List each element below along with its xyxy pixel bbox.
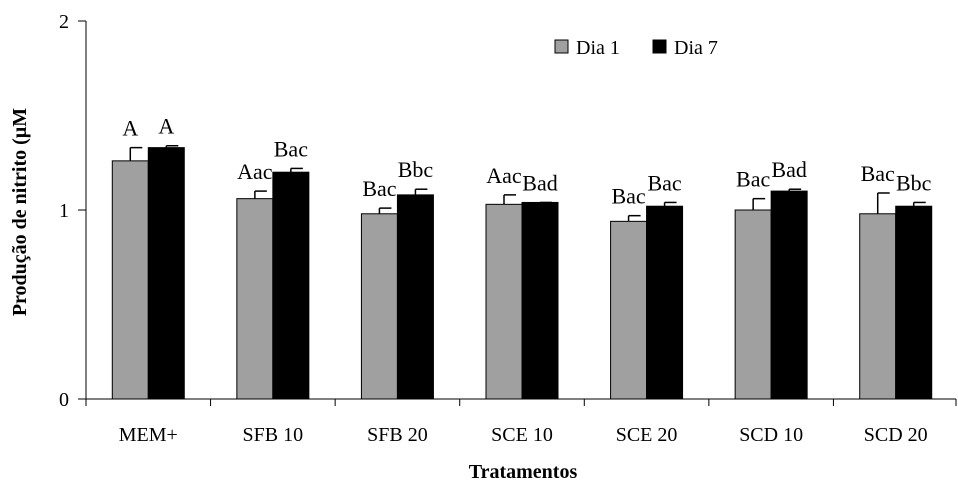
bar-dia7 bbox=[646, 205, 684, 400]
significance-label: Bbc bbox=[896, 170, 932, 195]
bar-dia7 bbox=[396, 194, 434, 400]
x-tick-label: SFB 10 bbox=[243, 424, 304, 446]
significance-label: A bbox=[122, 116, 138, 141]
x-tick-label: MEM+ bbox=[119, 424, 178, 446]
significance-label: Bac bbox=[647, 170, 681, 195]
bar-dia7 bbox=[770, 190, 808, 400]
axes: 0 1 2 MEM+ SFB 10 SFB 20 SCE 10 SCE 20 SCD 10 SCD… bbox=[59, 11, 957, 446]
bar-dia1 bbox=[485, 203, 523, 400]
bar-dia7 bbox=[521, 201, 559, 400]
significance-label: Bac bbox=[736, 167, 770, 192]
bar-dia7 bbox=[147, 147, 185, 400]
x-tick-label: SFB 20 bbox=[367, 424, 428, 446]
legend: Dia 1 Dia 7 bbox=[554, 37, 718, 59]
x-axis-title: Tratamentos bbox=[469, 461, 578, 483]
significance-label: Bac bbox=[611, 184, 645, 209]
y-tick-label: 0 bbox=[59, 389, 69, 411]
significance-label: Bad bbox=[771, 157, 806, 182]
y-axis-title: Produção de nitrito (µM bbox=[9, 108, 31, 316]
bars bbox=[111, 144, 933, 400]
bar-dia7 bbox=[895, 205, 933, 400]
legend-swatch-dia1 bbox=[554, 39, 569, 54]
legend-label-dia1: Dia 1 bbox=[576, 37, 620, 59]
legend-swatch-dia7 bbox=[652, 39, 667, 54]
significance-label: Bad bbox=[522, 170, 557, 195]
y-tick-label: 1 bbox=[59, 200, 69, 222]
significance-label: Bac bbox=[274, 136, 308, 161]
significance-label: Bac bbox=[861, 161, 895, 186]
x-tick-label: SCE 10 bbox=[491, 424, 553, 446]
significance-label: Aac bbox=[237, 159, 273, 184]
legend-label-dia7: Dia 7 bbox=[674, 37, 718, 59]
significance-label: Bbc bbox=[398, 157, 434, 182]
x-tick-label: SCE 20 bbox=[616, 424, 678, 446]
bar-dia1 bbox=[236, 198, 274, 400]
bar-dia7 bbox=[272, 171, 310, 400]
bar-dia1 bbox=[610, 220, 648, 400]
significance-label: A bbox=[158, 114, 174, 139]
x-tick-label: SCD 20 bbox=[864, 424, 928, 446]
x-tick-label: SCD 10 bbox=[739, 424, 803, 446]
y-tick-label: 2 bbox=[59, 11, 69, 33]
significance-label: Aac bbox=[486, 163, 522, 188]
bar-dia1 bbox=[111, 160, 149, 400]
bar-dia1 bbox=[360, 213, 398, 400]
significance-label: Bac bbox=[362, 176, 396, 201]
bar-dia1 bbox=[859, 213, 897, 400]
bar-dia1 bbox=[734, 209, 772, 400]
